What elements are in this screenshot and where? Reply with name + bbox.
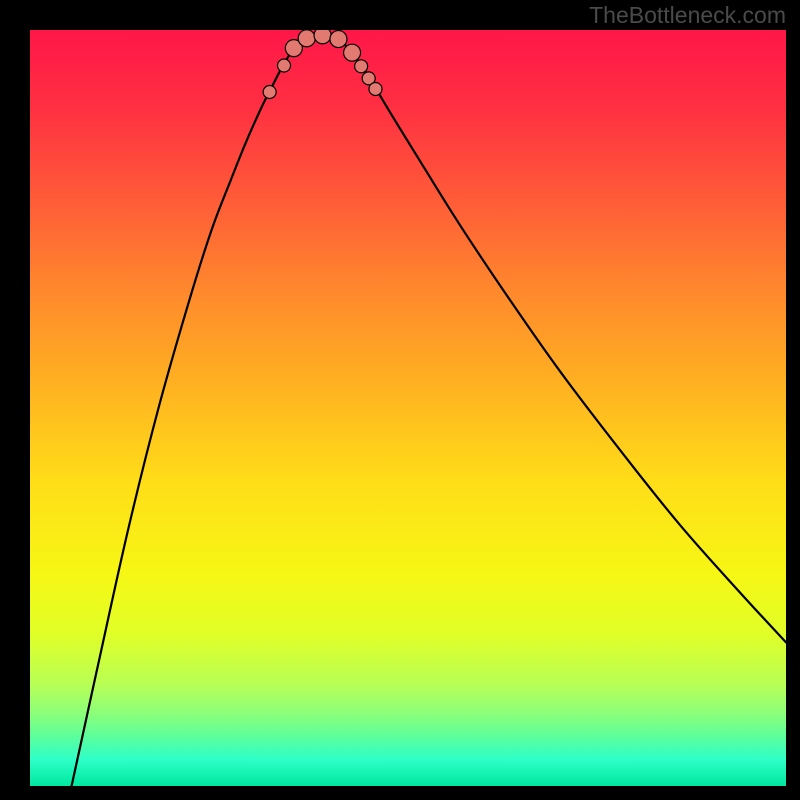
chart-overlay <box>30 30 786 786</box>
bottleneck-curve <box>72 34 786 786</box>
data-marker <box>344 44 361 61</box>
data-marker <box>263 85 276 98</box>
data-marker <box>355 60 368 73</box>
marker-group <box>263 30 382 98</box>
plot-area <box>30 30 786 786</box>
watermark-text: TheBottleneck.com <box>589 2 786 29</box>
data-marker <box>278 59 291 72</box>
data-marker <box>330 31 347 48</box>
data-marker <box>298 30 315 47</box>
data-marker <box>314 30 331 44</box>
data-marker <box>369 82 382 95</box>
